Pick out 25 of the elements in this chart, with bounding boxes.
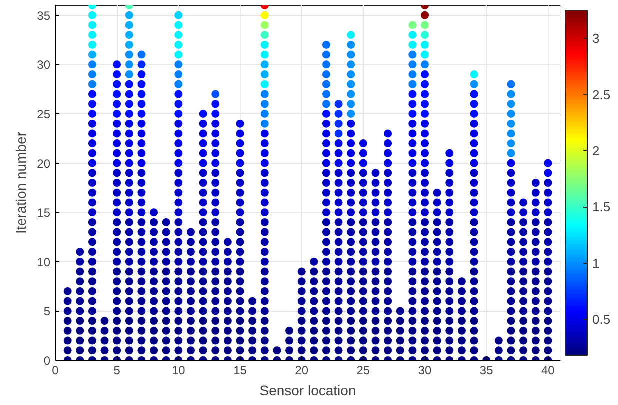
x-tick-label: 0 bbox=[52, 364, 60, 378]
color-bar-label: 0.5 bbox=[592, 312, 611, 328]
y-tick-label: 20 bbox=[37, 156, 51, 171]
y-tick-label: 5 bbox=[44, 304, 51, 319]
x-tick-label: 30 bbox=[418, 364, 432, 378]
y-tick-label: 35 bbox=[37, 8, 51, 23]
x-tick-label: 5 bbox=[114, 364, 121, 378]
x-tick-label: 35 bbox=[480, 364, 494, 378]
color-bar-label: 1.5 bbox=[592, 200, 611, 215]
x-tick-label: 10 bbox=[172, 364, 186, 378]
y-tick-label: 15 bbox=[37, 206, 51, 220]
x-tick-label: 20 bbox=[295, 364, 309, 378]
x-tick-label: 15 bbox=[234, 364, 248, 378]
x-tick-label: 40 bbox=[542, 364, 556, 378]
y-tick-label: 30 bbox=[37, 58, 51, 72]
color-bar-label: 2.5 bbox=[592, 87, 611, 102]
x-tick-label: 25 bbox=[356, 364, 370, 378]
color-bar-label: 2 bbox=[592, 143, 600, 158]
y-tick-label: 10 bbox=[37, 255, 51, 270]
y-tick-label: 0 bbox=[44, 354, 51, 368]
y-tick-label: 25 bbox=[37, 107, 51, 122]
x-axis-title: Sensor location bbox=[260, 382, 356, 398]
color-bar-label: 3 bbox=[592, 31, 600, 46]
y-axis-title: Iteration number bbox=[13, 132, 30, 234]
color-bar-label: 1 bbox=[592, 256, 600, 271]
